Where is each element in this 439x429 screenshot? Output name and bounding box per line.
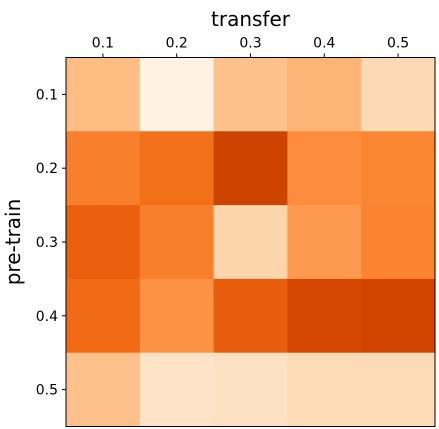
heatmap-cell xyxy=(287,205,362,280)
heatmap-cell xyxy=(66,205,141,280)
x-tick-label: 0.2 xyxy=(166,36,188,52)
heatmap-cell xyxy=(287,278,362,354)
heatmap-cell xyxy=(139,278,215,354)
heatmap-cell xyxy=(139,205,215,280)
heatmap-cell xyxy=(213,57,288,132)
y-axis-ticks: 0.1 0.2 0.3 0.4 0.5 xyxy=(36,87,66,399)
heatmap-cell xyxy=(361,57,436,132)
x-tick-label: 0.1 xyxy=(92,36,114,52)
y-tick-label: 0.2 xyxy=(36,161,58,177)
heatmap-cell xyxy=(287,57,362,132)
x-axis-ticks: 0.1 0.2 0.3 0.4 0.5 xyxy=(92,36,409,58)
heatmap-cell xyxy=(139,57,215,132)
heatmap-cell xyxy=(361,352,436,427)
heatmap-cell xyxy=(361,278,436,354)
x-tick-label: 0.3 xyxy=(239,36,261,52)
heatmap-cell xyxy=(287,352,362,427)
heatmap-cell xyxy=(66,131,141,206)
heatmap-cell xyxy=(66,278,141,354)
heatmap-cell xyxy=(361,205,436,280)
heatmap-cell xyxy=(287,131,362,206)
y-axis-title: pre-train xyxy=(1,199,25,286)
y-tick-label: 0.4 xyxy=(36,309,58,325)
heatmap-cell xyxy=(139,352,215,427)
heatmap-cell xyxy=(361,131,436,206)
x-axis-title: transfer xyxy=(211,7,291,31)
y-tick-label: 0.5 xyxy=(36,383,58,399)
heatmap-cell xyxy=(213,205,288,280)
heatmap-cell xyxy=(213,131,288,206)
heatmap-cell xyxy=(213,352,288,427)
x-tick-label: 0.4 xyxy=(313,36,335,52)
heatmap-cell xyxy=(66,352,141,427)
y-tick-label: 0.3 xyxy=(36,235,58,251)
heatmap-cell xyxy=(139,131,215,206)
heatmap-cells xyxy=(66,57,436,427)
y-tick-label: 0.1 xyxy=(36,87,58,103)
heatmap-cell xyxy=(213,278,288,354)
x-tick-label: 0.5 xyxy=(387,36,409,52)
heatmap-cell xyxy=(66,57,141,132)
